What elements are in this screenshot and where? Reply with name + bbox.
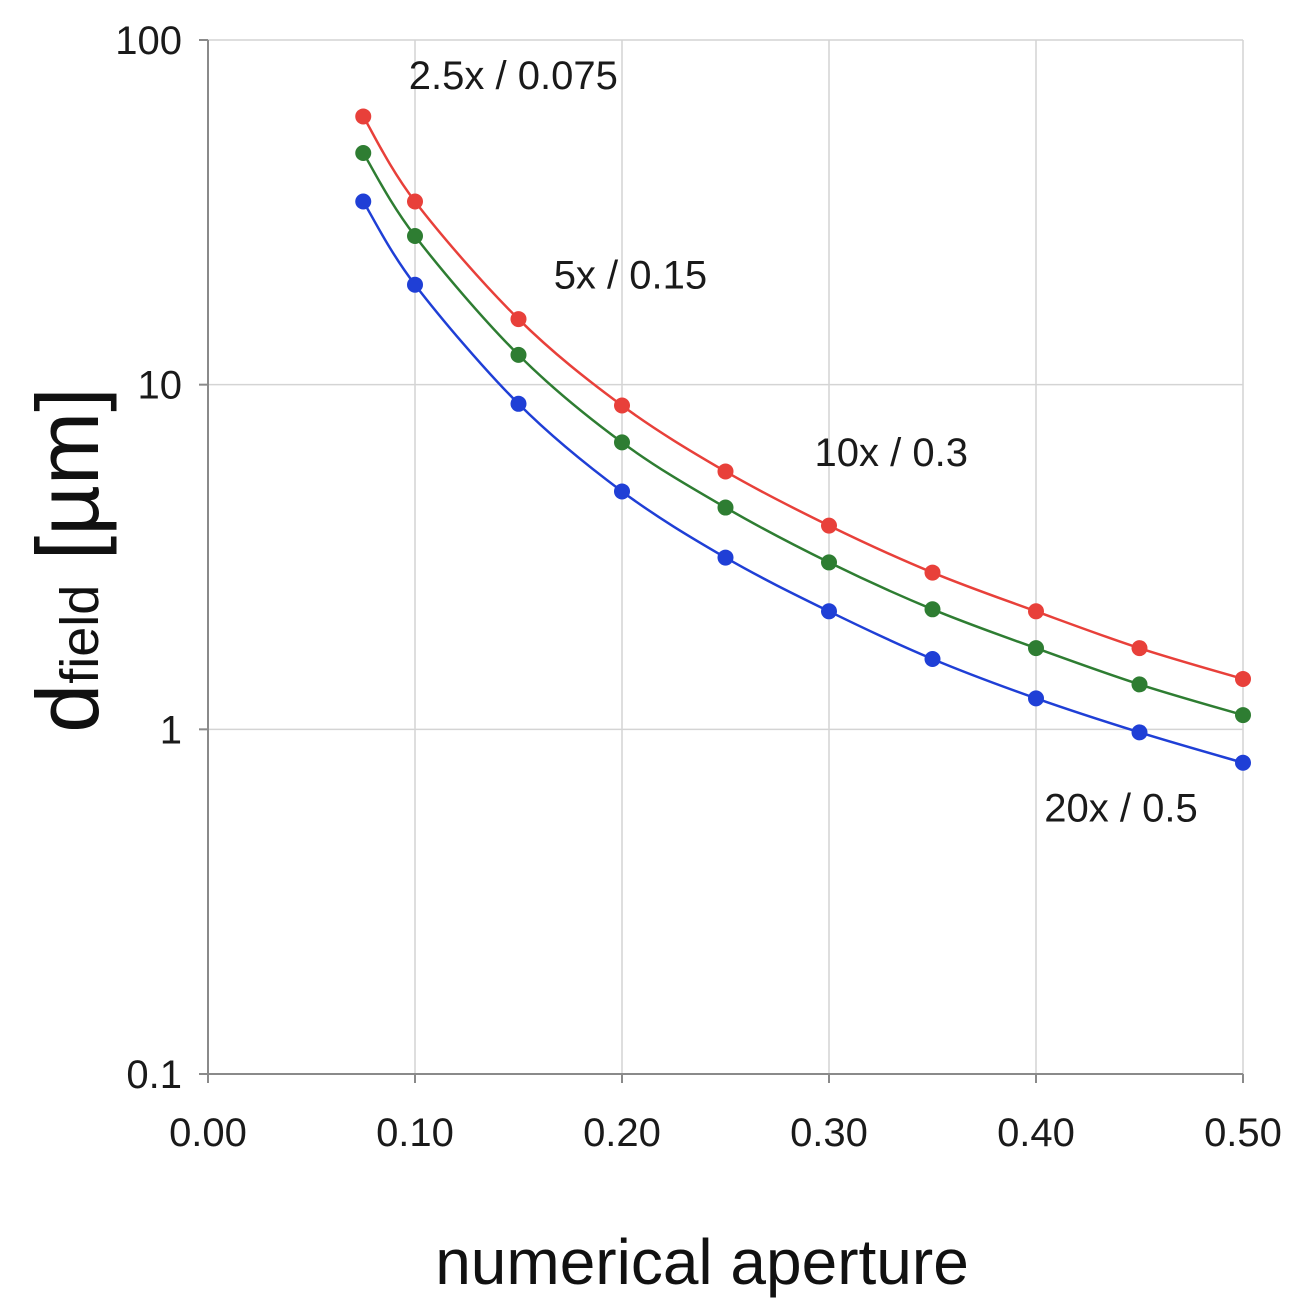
data-point bbox=[407, 276, 423, 293]
data-point bbox=[614, 434, 630, 451]
data-point bbox=[1028, 640, 1044, 657]
data-point bbox=[717, 463, 734, 480]
data-point bbox=[1235, 707, 1251, 724]
x-tick-label: 0.50 bbox=[1204, 1111, 1282, 1155]
data-point bbox=[614, 483, 630, 500]
data-point bbox=[1235, 670, 1251, 687]
annotations: 2.5x / 0.075 5x / 0.15 10x / 0.3 20x / 0.5 bbox=[409, 54, 1198, 830]
data-point bbox=[1131, 676, 1148, 693]
data-point bbox=[510, 311, 527, 328]
x-tick-label: 0.10 bbox=[376, 1111, 454, 1155]
data-point bbox=[355, 145, 372, 162]
y-axis-title: dfield [µm] bbox=[18, 387, 117, 732]
x-tick-label: 0.00 bbox=[169, 1111, 247, 1155]
y-tick-label: 100 bbox=[115, 19, 182, 63]
series-line bbox=[362, 200, 1244, 764]
data-point bbox=[614, 397, 630, 414]
annotation-label: 10x / 0.3 bbox=[815, 431, 968, 475]
data-point bbox=[1028, 603, 1044, 620]
x-tick-label: 0.30 bbox=[790, 1111, 868, 1155]
annotation-label: 2.5x / 0.075 bbox=[409, 54, 618, 98]
data-point bbox=[821, 603, 837, 620]
y-tick-label: 0.1 bbox=[126, 1053, 182, 1097]
y-axis-title-main: d bbox=[18, 684, 117, 733]
data-point bbox=[1131, 724, 1148, 741]
series-1 bbox=[355, 145, 1251, 724]
data-point bbox=[717, 549, 734, 566]
y-axis-title-subscript: field bbox=[50, 585, 110, 684]
series-line bbox=[362, 115, 1244, 681]
data-point bbox=[821, 517, 837, 534]
data-point bbox=[1131, 640, 1148, 657]
y-tick-label: 1 bbox=[160, 708, 182, 752]
data-point bbox=[355, 108, 372, 125]
y-tick-label: 10 bbox=[138, 364, 183, 408]
x-axis-title: numerical aperture bbox=[435, 1226, 969, 1298]
series-2 bbox=[355, 193, 1251, 771]
data-point bbox=[1028, 690, 1044, 707]
data-point bbox=[717, 499, 734, 516]
series-0 bbox=[355, 108, 1251, 687]
series-layer bbox=[355, 108, 1251, 771]
data-point bbox=[355, 193, 372, 210]
y-axis-title-unit: [µm] bbox=[18, 387, 117, 584]
data-point bbox=[1235, 754, 1251, 771]
data-point bbox=[924, 650, 941, 667]
x-tick-label: 0.20 bbox=[583, 1111, 661, 1155]
data-point bbox=[924, 601, 941, 618]
annotation-label: 5x / 0.15 bbox=[554, 254, 707, 298]
axes: 0.00 0.10 0.20 0.30 0.40 0.50 0.1 1 10 100 bbox=[115, 19, 1282, 1155]
data-point bbox=[510, 395, 527, 412]
data-point bbox=[821, 554, 837, 571]
annotation-label: 20x / 0.5 bbox=[1044, 787, 1197, 831]
series-line bbox=[362, 152, 1244, 717]
data-point bbox=[407, 227, 423, 244]
data-point bbox=[510, 346, 527, 363]
x-tick-label: 0.40 bbox=[997, 1111, 1075, 1155]
data-point bbox=[407, 193, 423, 210]
data-point bbox=[924, 564, 941, 581]
